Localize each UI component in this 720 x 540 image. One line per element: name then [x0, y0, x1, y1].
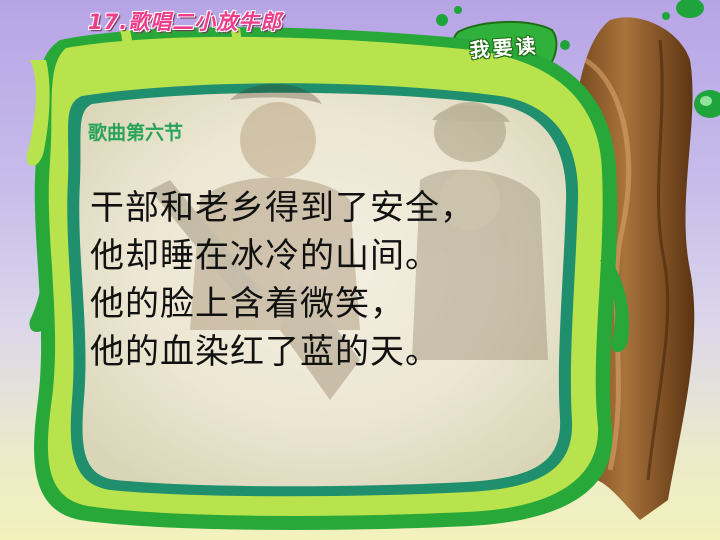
poem-text: 干部和老乡得到了安全， 他却睡在冰冷的山间。 他的脸上含着微笑， 他的血染红了蓝… [90, 184, 475, 376]
lesson-title: 17.歌唱二小放牛郎 [88, 10, 283, 34]
poem-line: 干部和老乡得到了安全， [90, 188, 475, 228]
faded-illustration [150, 83, 548, 400]
section-label: 歌曲第六节 [88, 122, 184, 144]
frame [26, 27, 630, 530]
poem-line: 他却睡在冰冷的山间。 [90, 236, 440, 276]
leaf-decorations [417, 0, 720, 118]
poem-line: 他的血染红了蓝的天。 [90, 332, 440, 372]
read-aloud-badge[interactable]: 我要读 [468, 33, 540, 62]
poem-line: 他的脸上含着微笑， [90, 284, 405, 324]
